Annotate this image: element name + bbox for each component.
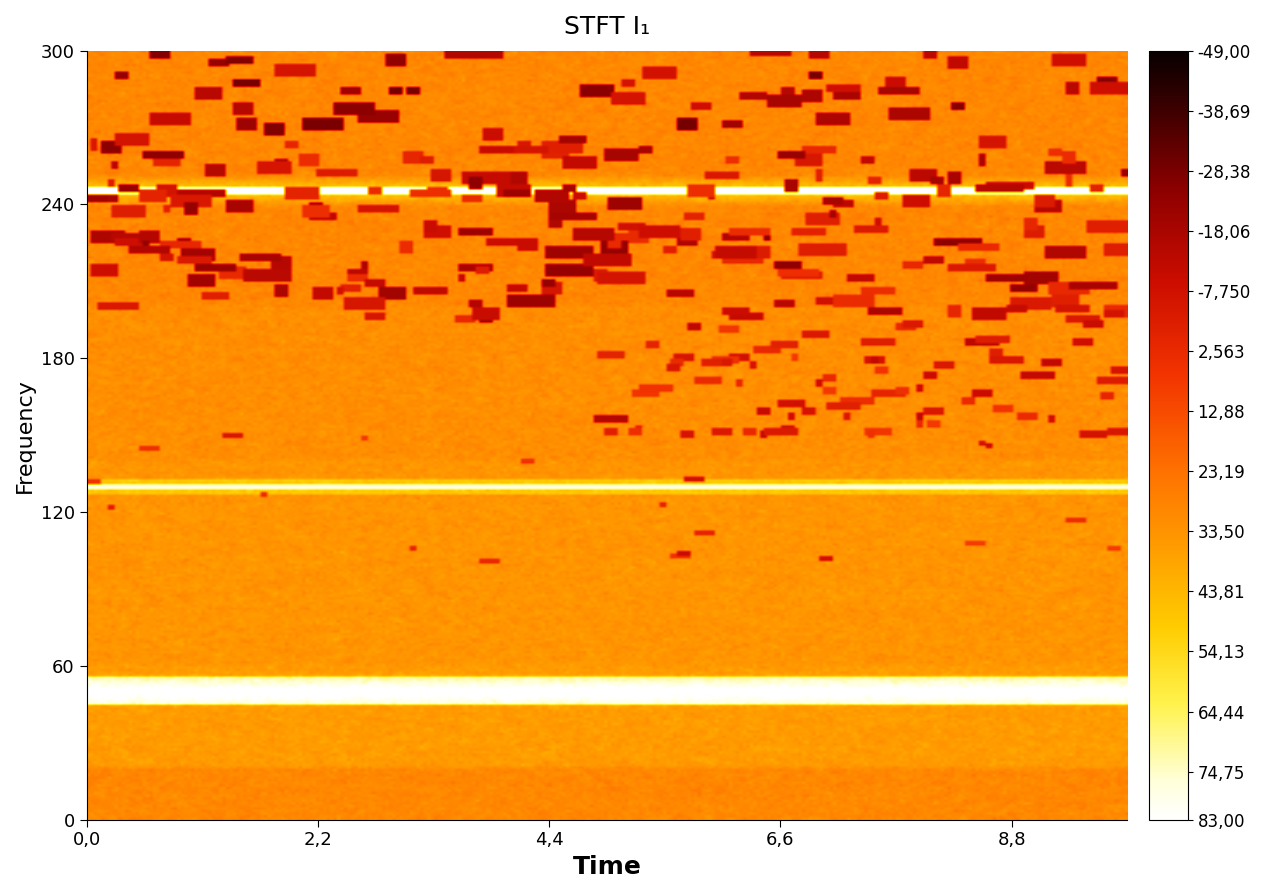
X-axis label: Time: Time xyxy=(572,855,642,879)
Title: STFT I₁: STFT I₁ xyxy=(563,15,649,39)
Y-axis label: Frequency: Frequency xyxy=(15,378,35,493)
